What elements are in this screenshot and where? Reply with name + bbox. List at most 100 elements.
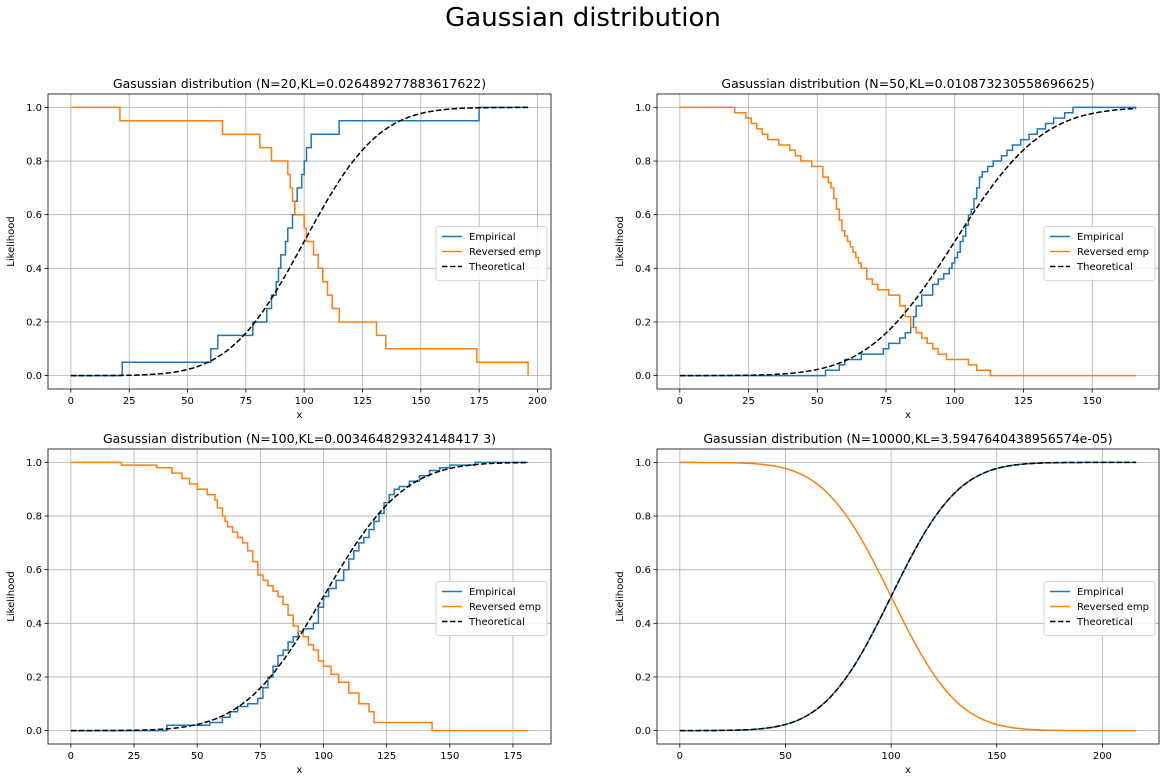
subplot-3: 0 25 50 75 100 125 150 175 0.0 0.2 0.4 0.6 0.8 1.0 Gas… [6, 431, 552, 776]
legend-label: Theoretical [1076, 262, 1133, 273]
legend-label: Empirical [1077, 587, 1123, 598]
axes-frame [47, 93, 552, 390]
legend-label: Empirical [1077, 232, 1123, 243]
x-tick-label: 0 [68, 396, 74, 407]
x-axis-label: x [297, 410, 303, 421]
legend-box [1043, 226, 1156, 281]
axes-frame [656, 93, 1160, 390]
y-tick-label: 0.6 [26, 565, 42, 576]
x-axis-label: x [905, 765, 911, 776]
legend: Empirical Reversed emp Theoretical [1043, 581, 1156, 636]
y-tick-label: 0.8 [635, 512, 651, 523]
x-tick-label: 200 [528, 396, 547, 407]
series-line-empirical [70, 461, 529, 732]
y-tick-label: 0.8 [635, 157, 651, 168]
x-axis-label: x [297, 765, 303, 776]
legend-box [435, 226, 548, 281]
subplot-title: Gasussian distribution (N=50,KL=0.010873… [721, 76, 1094, 91]
x-tick-label: 75 [880, 396, 893, 407]
x-tick-label: 75 [254, 751, 267, 762]
x-tick-label: 150 [987, 751, 1006, 762]
series-line-reversed-emp [679, 461, 1137, 732]
x-tick-label: 100 [314, 751, 333, 762]
legend-label: Theoretical [1076, 617, 1133, 628]
x-tick-label: 100 [882, 751, 901, 762]
subplot-4: 0 50 100 150 200 0.0 0.2 0.4 0.6 0.8 1.0 Gasussian … [615, 431, 1160, 776]
series-line-reversed-emp [70, 461, 529, 732]
y-tick-label: 0.6 [635, 565, 651, 576]
subplot-title: Gasussian distribution (N=100,KL=0.00346… [103, 431, 496, 446]
y-tick-label: 0.0 [26, 726, 42, 737]
axes-frame [47, 448, 552, 745]
x-tick-label: 50 [779, 751, 792, 762]
y-tick-label: 0.2 [26, 317, 42, 328]
y-tick-label: 0.8 [26, 157, 42, 168]
x-tick-label: 175 [470, 396, 489, 407]
legend-box [435, 581, 548, 636]
series-layer [679, 106, 1137, 377]
x-tick-label: 125 [1014, 396, 1033, 407]
x-axis-label: x [905, 410, 911, 421]
x-tick-label: 125 [353, 396, 372, 407]
y-tick-label: 0.4 [26, 619, 42, 630]
subplot-title: Gasussian distribution (N=10000,KL=3.594… [703, 431, 1112, 446]
series-line-theoretical [679, 107, 1137, 377]
subplot-title: Gasussian distribution (N=20,KL=0.026489… [113, 76, 486, 91]
legend-box [1043, 581, 1156, 636]
y-tick-label: 0.6 [635, 210, 651, 221]
legend-label: Reversed emp [469, 247, 541, 258]
figure-suptitle: Gaussian distribution [445, 3, 721, 33]
series-line-theoretical [70, 106, 529, 377]
x-tick-label: 75 [239, 396, 252, 407]
x-tick-label: 25 [742, 396, 755, 407]
subplot-2: 0 25 50 75 100 125 150 0.0 0.2 0.4 0.6 0.8 1.0 Gasuss… [615, 76, 1160, 421]
y-tick-label: 0.4 [26, 264, 42, 275]
y-tick-label: 0.4 [635, 619, 651, 630]
y-tick-label: 0.2 [26, 672, 42, 683]
y-tick-label: 0.2 [635, 317, 651, 328]
x-tick-label: 50 [181, 396, 194, 407]
series-line-theoretical [679, 461, 1137, 732]
x-tick-label: 150 [440, 751, 459, 762]
y-tick-label: 0.8 [26, 512, 42, 523]
x-tick-label: 200 [1093, 751, 1112, 762]
x-tick-label: 25 [128, 751, 141, 762]
y-axis-label: Likelihood [6, 571, 17, 621]
y-tick-label: 1.0 [26, 103, 42, 114]
x-tick-label: 0 [677, 751, 683, 762]
y-tick-label: 0.4 [635, 264, 651, 275]
y-tick-label: 0.0 [635, 371, 651, 382]
series-line-empirical [70, 106, 529, 377]
x-tick-label: 0 [677, 396, 683, 407]
legend-label: Reversed emp [1077, 602, 1149, 613]
series-layer [70, 461, 529, 732]
legend-label: Reversed emp [1077, 247, 1149, 258]
series-line-reversed-emp [679, 106, 1137, 377]
subplots: 0 25 50 75 100 125 150 175 200 0.0 0.2 0.4 0.6 0.8 1.0… [6, 76, 1160, 776]
axes-frame [656, 448, 1160, 745]
y-tick-label: 1.0 [635, 458, 651, 469]
series-line-theoretical [70, 461, 529, 732]
y-tick-label: 1.0 [26, 458, 42, 469]
y-tick-label: 1.0 [635, 103, 651, 114]
series-layer [70, 106, 529, 377]
legend: Empirical Reversed emp Theoretical [435, 581, 548, 636]
subplot-1: 0 25 50 75 100 125 150 175 200 0.0 0.2 0.4 0.6 0.8 1.0… [6, 76, 552, 421]
x-tick-label: 175 [503, 751, 522, 762]
y-axis-label: Likelihood [6, 216, 17, 266]
y-tick-label: 0.0 [635, 726, 651, 737]
x-tick-label: 150 [411, 396, 430, 407]
legend-label: Empirical [469, 232, 515, 243]
series-line-empirical [679, 106, 1137, 377]
x-tick-label: 125 [377, 751, 396, 762]
legend-label: Empirical [469, 587, 515, 598]
x-tick-label: 50 [191, 751, 204, 762]
legend: Empirical Reversed emp Theoretical [1043, 226, 1156, 281]
legend-label: Theoretical [468, 617, 525, 628]
x-tick-label: 150 [1083, 396, 1102, 407]
legend: Empirical Reversed emp Theoretical [435, 226, 548, 281]
x-tick-label: 100 [945, 396, 964, 407]
legend-label: Theoretical [468, 262, 525, 273]
x-tick-label: 25 [123, 396, 136, 407]
